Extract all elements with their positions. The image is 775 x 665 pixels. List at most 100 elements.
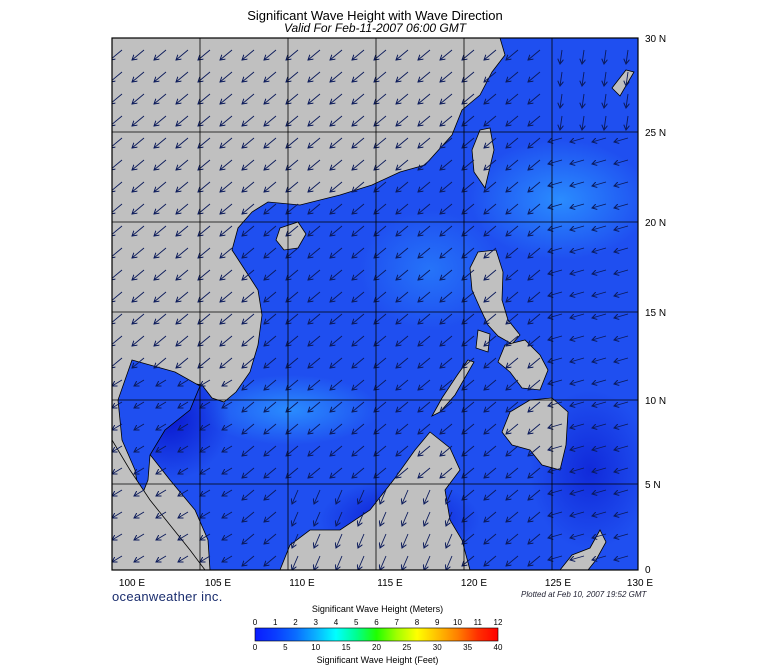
wave-arrow (582, 49, 584, 64)
wave-arrow (506, 225, 519, 236)
wave-arrow (222, 445, 233, 452)
wave-arrow (178, 445, 189, 452)
chart-subtitle: Valid For Feb-11-2007 06:00 GMT (283, 21, 467, 35)
wave-arrow (176, 335, 189, 346)
wave-arrow (154, 335, 167, 346)
wave-arrow (222, 533, 233, 540)
wave-arrow (242, 445, 255, 456)
wave-arrow (528, 247, 541, 258)
wave-arrow (570, 335, 585, 340)
wave-arrow (358, 555, 365, 570)
wave-arrow (176, 137, 189, 148)
wave-arrow (220, 247, 233, 258)
wave-arrow (178, 401, 189, 408)
wave-arrow (220, 49, 233, 60)
wave-arrow (132, 93, 145, 104)
wave-arrow (264, 225, 277, 236)
wave-arrow (330, 71, 343, 82)
wave-arrow (528, 335, 541, 346)
mindoro-island (475, 329, 491, 353)
wave-arrow (242, 489, 255, 500)
wave-arrow (132, 247, 145, 258)
wave-arrow (446, 555, 453, 570)
wave-arrow (484, 401, 497, 412)
chart-title: Significant Wave Height with Wave Direct… (247, 8, 503, 23)
wave-arrow (528, 423, 541, 434)
wave-arrow (396, 203, 409, 214)
wave-arrow (592, 445, 607, 450)
wave-arrow (614, 291, 629, 296)
wave-arrow (570, 159, 585, 164)
wave-arrow (330, 335, 343, 346)
wave-arrow (154, 225, 167, 236)
wave-arrow (132, 291, 145, 302)
wave-arrow (242, 401, 255, 412)
plotted-timestamp: Plotted at Feb 10, 2007 19:52 GMT (521, 590, 647, 599)
wave-arrow (548, 247, 563, 252)
wave-arrow (220, 269, 233, 280)
wave-arrow (528, 181, 541, 192)
wave-arrow (506, 49, 519, 60)
wave-arrow (592, 247, 607, 252)
wave-arrow (396, 269, 409, 280)
wave-arrow (604, 93, 606, 108)
wave-arrow (176, 49, 189, 60)
wave-arrow (156, 423, 167, 430)
wave-arrow (176, 93, 189, 104)
wave-arrow (200, 423, 211, 430)
wave-arrow (314, 533, 321, 548)
lon-label: 100 E (119, 578, 145, 589)
wave-arrow (484, 49, 497, 60)
wave-arrow (592, 291, 607, 296)
wave-arrow (200, 511, 211, 518)
wave-arrow (264, 511, 277, 522)
wave-arrow (570, 445, 585, 450)
wave-arrow (528, 49, 541, 60)
wave-arrow (220, 291, 233, 302)
wave-arrow (396, 49, 409, 60)
wave-arrow (548, 379, 563, 384)
wave-arrow (134, 379, 145, 386)
wave-arrow (440, 115, 453, 126)
map-frame (111, 37, 639, 571)
colorbar-tick-meters: 8 (415, 618, 420, 627)
wave-arrow (264, 71, 277, 82)
wave-arrow (200, 467, 211, 474)
wave-arrow (548, 511, 563, 516)
wave-arrow (264, 467, 277, 478)
wave-arrow (330, 291, 343, 302)
wave-arrow (112, 159, 123, 170)
wave-arrow (484, 71, 497, 82)
wave-arrow (446, 511, 453, 526)
wave-arrow (176, 203, 189, 214)
wave-arrow (528, 445, 541, 456)
high-wave-area (470, 140, 638, 260)
wave-arrow (154, 93, 167, 104)
wave-arrow (242, 181, 255, 192)
wave-arrow (396, 137, 409, 148)
wave-arrow (548, 269, 563, 274)
wave-arrow (592, 203, 607, 208)
wave-arrow (308, 467, 321, 478)
wave-arrow (222, 511, 233, 518)
wave-arrow (358, 511, 365, 526)
wave-arrow (418, 137, 431, 148)
wave-arrow (396, 445, 409, 456)
wave-arrow (548, 159, 563, 164)
wave-arrow (528, 511, 541, 522)
wave-arrow (308, 357, 321, 368)
wave-arrow (112, 93, 123, 104)
wave-arrow (484, 379, 497, 390)
wave-arrow (242, 335, 255, 346)
wave-arrow (242, 511, 255, 522)
wave-arrow (396, 71, 409, 82)
wave-arrow (330, 203, 343, 214)
wave-arrow (220, 225, 233, 236)
wave-arrow (506, 159, 519, 170)
wave-arrow (132, 313, 145, 324)
wave-arrow (352, 313, 365, 324)
wave-arrow (308, 423, 321, 434)
wave-arrow (548, 181, 563, 186)
colorbar-tick-feet: 10 (311, 643, 320, 652)
wave-arrow (484, 225, 497, 236)
